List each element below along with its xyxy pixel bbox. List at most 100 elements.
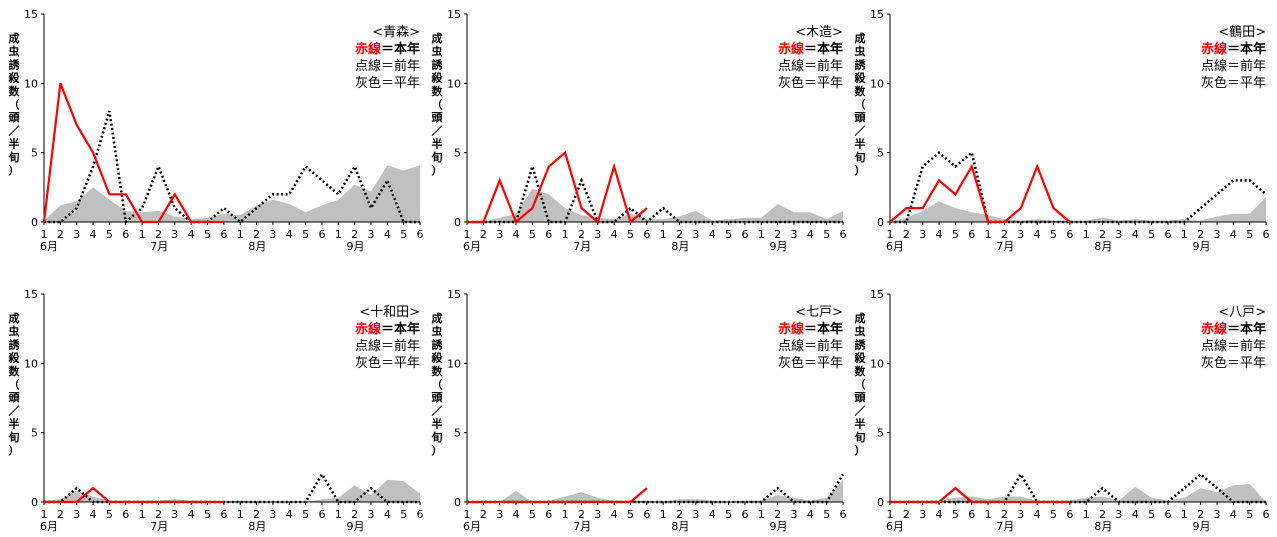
x-tick-label: 6 (318, 508, 325, 521)
x-tick-label: 5 (400, 228, 407, 241)
y-axis-label-char: 頭 (9, 391, 21, 404)
legend-current-red-text: 赤線 (355, 41, 382, 57)
y-axis-label-char: （ (432, 378, 443, 391)
previous-year-line (44, 110, 421, 225)
x-tick-label: 3 (1214, 508, 1221, 521)
x-tick-label: 1 (660, 508, 667, 521)
y-axis-label-char: 虫 (855, 324, 866, 338)
x-tick-label: 5 (1050, 508, 1057, 521)
x-tick-label: 4 (90, 508, 97, 521)
x-tick-label: 4 (384, 228, 391, 241)
x-tick-label: 1 (562, 228, 569, 241)
x-tick-label: 6 (643, 228, 650, 241)
previous-year-line (467, 162, 843, 224)
x-tick-label: 3 (73, 228, 80, 241)
legend-current-red-text: 赤線 (778, 41, 805, 57)
x-tick-label: 1 (237, 508, 244, 521)
y-axis-label-char: 半 (855, 137, 866, 151)
y-tick-label: 15 (447, 288, 461, 301)
y-axis-label-char: 旬 (431, 150, 443, 164)
legend-current-eq-text: ＝本年 (1227, 41, 1266, 57)
x-tick-label: 5 (106, 508, 113, 521)
y-axis-label-char: 数 (432, 364, 444, 378)
y-axis-label-char: 虫 (9, 324, 20, 338)
x-tick-label: 2 (578, 228, 585, 241)
y-axis-label-char: 殺 (431, 71, 444, 85)
x-tick-label: 1 (139, 228, 146, 241)
y-axis-label-char: 半 (9, 137, 20, 151)
legend-current-eq-text: ＝本年 (381, 41, 420, 57)
x-tick-label: 1 (887, 508, 894, 521)
y-axis-label-char: 殺 (431, 351, 444, 365)
legend-current: 赤線＝本年 (778, 321, 843, 337)
x-tick-label: 6 (643, 508, 650, 521)
x-tick-label: 3 (171, 508, 178, 521)
current-year-line (467, 487, 648, 504)
y-axis-label-char: 成 (432, 311, 443, 325)
x-tick-label: 2 (1001, 508, 1008, 521)
y-axis-label-char: ） (9, 444, 20, 457)
x-tick-label: 3 (496, 508, 503, 521)
x-tick-label: 5 (106, 228, 113, 241)
previous-year-line (890, 150, 1267, 224)
current-year-line (889, 163, 1071, 224)
x-tick-label: 2 (253, 508, 260, 521)
y-axis-label-char: 数 (855, 364, 867, 378)
y-tick-label: 0 (877, 496, 884, 509)
legend-current-red-text: 赤線 (778, 321, 805, 337)
y-axis-label-char: 成 (432, 31, 443, 45)
month-label: 9月 (769, 240, 787, 253)
legend-current-red-text: 赤線 (355, 321, 382, 337)
x-tick-label: 2 (155, 228, 162, 241)
y-axis-label-char: 旬 (8, 150, 20, 164)
y-axis-label-char: 旬 (854, 150, 866, 164)
x-tick-label: 5 (823, 228, 830, 241)
x-tick-label: 2 (1099, 508, 1106, 521)
legend-current-eq-text: ＝本年 (804, 41, 843, 57)
y-axis-label-char: ） (432, 444, 443, 457)
y-axis-label-char: ／ (432, 124, 443, 137)
x-tick-label: 6 (741, 228, 748, 241)
x-tick-label: 3 (1115, 508, 1122, 521)
y-axis-label-char: 殺 (8, 71, 21, 85)
y-tick-label: 5 (877, 147, 884, 160)
y-axis-label-char: 誘 (855, 337, 867, 351)
y-axis-label-char: 成 (855, 311, 866, 325)
y-axis-label-char: 旬 (431, 430, 443, 444)
x-tick-label: 2 (1197, 508, 1204, 521)
y-tick-label: 5 (31, 147, 38, 160)
legend-previous: 点線＝前年 (355, 338, 420, 354)
x-tick-label: 4 (188, 228, 195, 241)
y-axis-label-char: 数 (855, 84, 867, 98)
x-tick-label: 6 (1164, 508, 1171, 521)
x-tick-label: 6 (1263, 228, 1270, 241)
y-axis-label-char: ） (855, 444, 866, 457)
y-tick-label: 10 (870, 77, 884, 90)
x-tick-label: 3 (368, 228, 375, 241)
y-tick-label: 15 (24, 8, 38, 21)
normal-area (44, 165, 421, 222)
y-tick-label: 0 (454, 496, 461, 509)
x-tick-label: 2 (253, 228, 260, 241)
x-tick-label: 4 (807, 228, 814, 241)
x-tick-label: 1 (985, 228, 992, 241)
x-tick-label: 2 (351, 228, 358, 241)
month-label: 6月 (463, 240, 481, 253)
chart-title: <十和田> (359, 305, 420, 320)
x-tick-label: 6 (220, 508, 227, 521)
chart-title: <木造> (795, 25, 843, 40)
y-axis-label-char: 虫 (855, 44, 866, 58)
x-tick-label: 5 (1148, 508, 1155, 521)
month-label: 7月 (996, 240, 1014, 253)
x-tick-label: 2 (1099, 228, 1106, 241)
y-axis-label-char: 旬 (854, 430, 866, 444)
month-label: 9月 (346, 520, 364, 533)
month-label: 9月 (1192, 520, 1210, 533)
legend-current: 赤線＝本年 (1201, 321, 1266, 337)
y-axis-label-char: 誘 (9, 57, 21, 71)
x-tick-label: 5 (952, 508, 959, 521)
x-tick-label: 4 (1034, 508, 1041, 521)
